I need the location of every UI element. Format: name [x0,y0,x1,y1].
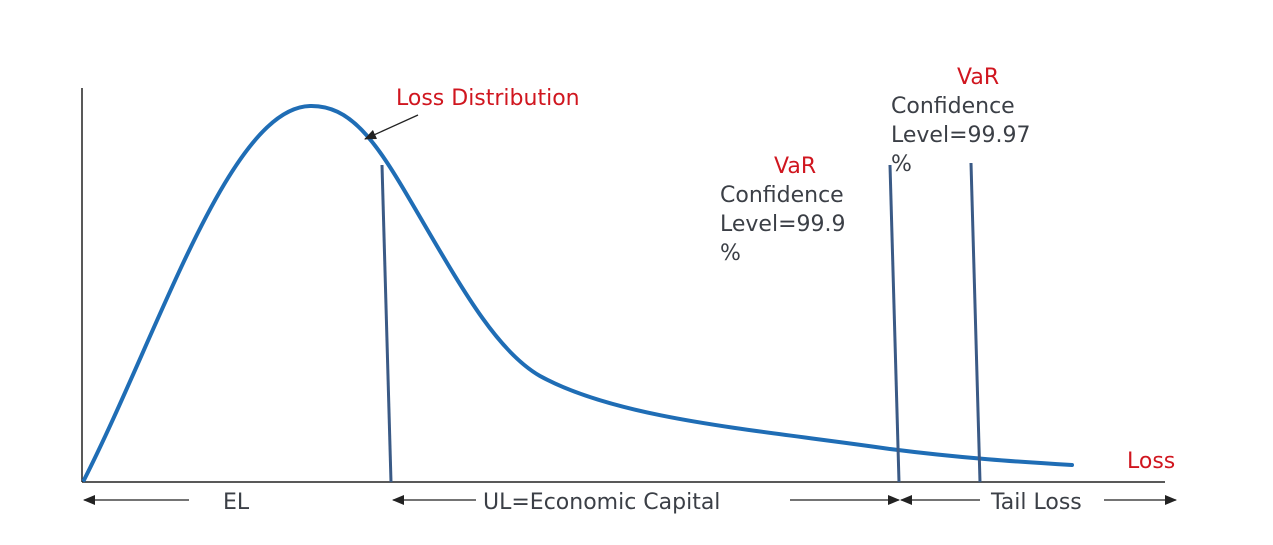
var-99-9-line2: Level=99.9 [720,212,846,237]
curve-pointer-arrow [364,114,419,140]
loss-axis-label: Loss [1127,449,1176,474]
var-99-97-marker-line [969,162,982,483]
var-99-97-title: VaR [957,65,1000,90]
tail-loss-label: Tail Loss [991,490,1082,515]
loss-distribution-label: Loss Distribution [396,86,580,111]
el-marker-line [380,164,393,483]
el-label: EL [223,490,250,515]
var-99-9-label: VaR Confidence Level=99.9 % [720,152,846,268]
var-99-97-label: VaR Confidence Level=99.97 % [891,63,1031,179]
var-99-9-marker-line [888,164,901,483]
var-99-9-title: VaR [774,154,817,179]
var-99-9-line3: % [720,241,741,266]
var-99-97-line2: Level=99.97 [891,123,1031,148]
var-99-97-line1: Confidence [891,94,1015,119]
var-99-9-line1: Confidence [720,183,844,208]
loss-distribution-curve [82,103,1074,482]
ul-economic-capital-label: UL=Economic Capital [483,490,721,515]
var-99-97-line3: % [891,152,912,177]
